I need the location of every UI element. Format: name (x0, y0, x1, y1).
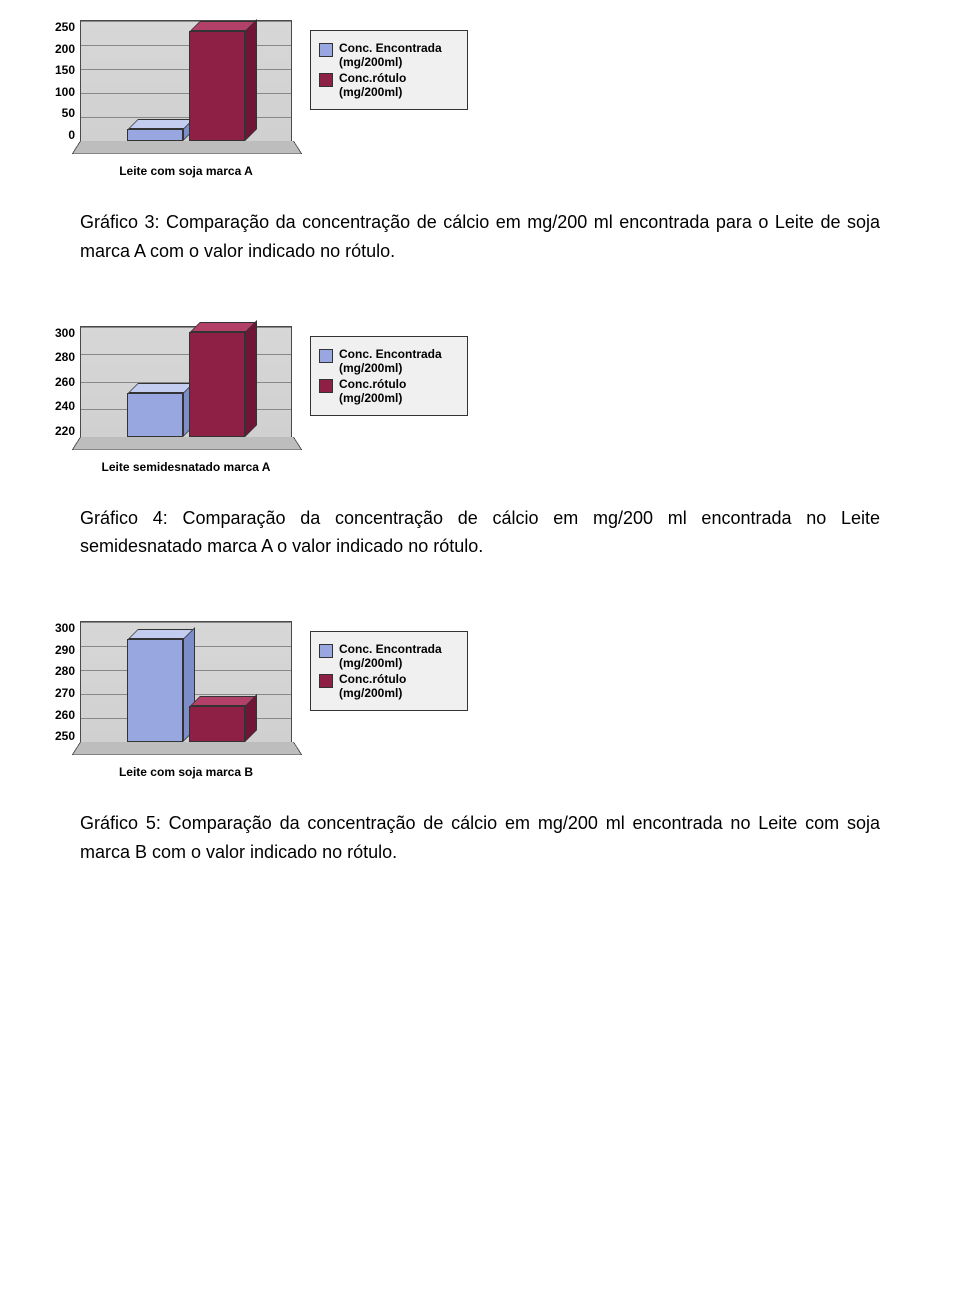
axis-tick: 150 (45, 64, 75, 76)
chart-2: 300280260240220 Leite semidesnatado marc… (80, 326, 880, 474)
chart-1-plot: 250200150100500 (80, 20, 292, 142)
legend-label-2: Conc.rótulo (mg/200ml) (339, 672, 459, 700)
axis-tick: 260 (45, 709, 75, 721)
axis-tick: 280 (45, 351, 75, 363)
chart-1-legend: Conc. Encontrada (mg/200ml) Conc.rótulo … (310, 30, 468, 110)
caption-2: Gráfico 4: Comparação da concentração de… (80, 504, 880, 562)
axis-tick: 200 (45, 43, 75, 55)
legend-label-2: Conc.rótulo (mg/200ml) (339, 71, 459, 99)
chart-3: 300290280270260250 Leite com soja marca … (80, 621, 880, 779)
caption-1: Gráfico 3: Comparação da concentração de… (80, 208, 880, 266)
legend-swatch-maroon (319, 73, 333, 87)
legend-label-1: Conc. Encontrada (mg/200ml) (339, 347, 459, 375)
chart-3-plot: 300290280270260250 (80, 621, 292, 743)
bar-encontrada (127, 129, 183, 141)
legend-label-1: Conc. Encontrada (mg/200ml) (339, 41, 459, 69)
axis-tick: 290 (45, 644, 75, 656)
bar-rotulo (189, 332, 245, 437)
axis-tick: 300 (45, 622, 75, 634)
chart-3-category: Leite com soja marca B (80, 765, 292, 779)
legend-swatch-maroon (319, 379, 333, 393)
axis-tick: 240 (45, 400, 75, 412)
legend-swatch-blue (319, 43, 333, 57)
chart-1-category: Leite com soja marca A (80, 164, 292, 178)
chart-1: 250200150100500 Leite com soja marca A C… (80, 20, 880, 178)
axis-tick: 270 (45, 687, 75, 699)
legend-swatch-blue (319, 644, 333, 658)
chart-2-plot: 300280260240220 (80, 326, 292, 438)
axis-tick: 280 (45, 665, 75, 677)
legend-swatch-blue (319, 349, 333, 363)
chart-3-legend: Conc. Encontrada (mg/200ml) Conc.rótulo … (310, 631, 468, 711)
axis-tick: 0 (45, 129, 75, 141)
legend-label-1: Conc. Encontrada (mg/200ml) (339, 642, 459, 670)
axis-tick: 260 (45, 376, 75, 388)
axis-tick: 50 (45, 107, 75, 119)
chart-2-legend: Conc. Encontrada (mg/200ml) Conc.rótulo … (310, 336, 468, 416)
bar-encontrada (127, 393, 183, 437)
bar-encontrada (127, 639, 183, 742)
legend-swatch-maroon (319, 674, 333, 688)
bar-rotulo (189, 31, 245, 141)
caption-3: Gráfico 5: Comparação da concentração de… (80, 809, 880, 867)
chart-2-category: Leite semidesnatado marca A (80, 460, 292, 474)
axis-tick: 250 (45, 21, 75, 33)
bar-rotulo (189, 706, 245, 742)
axis-tick: 100 (45, 86, 75, 98)
axis-tick: 250 (45, 730, 75, 742)
axis-tick: 220 (45, 425, 75, 437)
axis-tick: 300 (45, 327, 75, 339)
legend-label-2: Conc.rótulo (mg/200ml) (339, 377, 459, 405)
